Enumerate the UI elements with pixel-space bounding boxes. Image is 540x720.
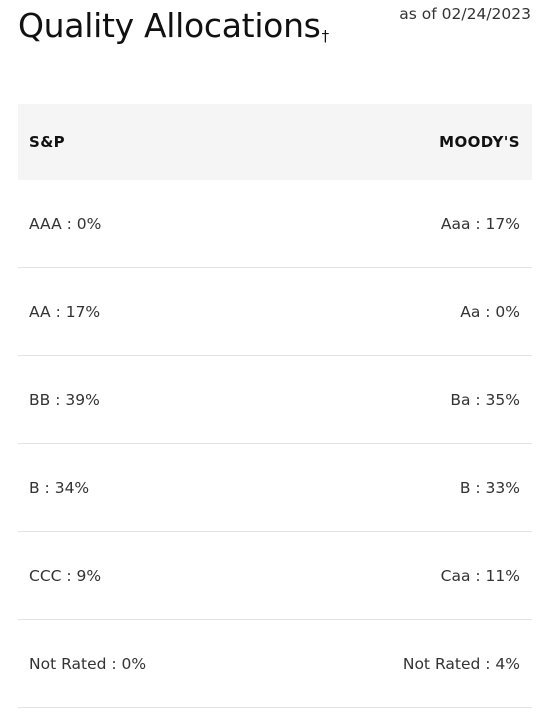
- column-header-moodys: MOODY'S: [439, 133, 520, 151]
- sp-rating-cell: Not Rated : 0%: [29, 654, 147, 673]
- moodys-rating-cell: Ba : 35%: [450, 390, 520, 409]
- table-row: Not Rated : 0% Not Rated : 4%: [18, 620, 532, 708]
- page-header: Quality Allocations† as of 02/24/2023: [0, 0, 540, 60]
- moodys-rating-cell: Aaa : 17%: [440, 214, 520, 233]
- table-row: CCC : 9% Caa : 11%: [18, 532, 532, 620]
- sp-rating-cell: BB : 39%: [29, 390, 100, 409]
- table-row: AA : 17% Aa : 0%: [18, 268, 532, 356]
- table-header-row: S&P MOODY'S: [18, 104, 532, 180]
- footnote-dagger-link[interactable]: †: [321, 27, 330, 45]
- moodys-rating-cell: B : 33%: [459, 478, 520, 497]
- table-row: B : 34% B : 33%: [18, 444, 532, 532]
- sp-rating-cell: B : 34%: [29, 478, 90, 497]
- quality-allocations-table: S&P MOODY'S AAA : 0% Aaa : 17% AA : 17% …: [18, 104, 532, 708]
- moodys-rating-cell: Caa : 11%: [440, 566, 520, 585]
- page-title: Quality Allocations†: [18, 4, 329, 54]
- column-header-sp: S&P: [29, 133, 66, 151]
- sp-rating-cell: AA : 17%: [29, 302, 101, 321]
- moodys-rating-cell: Not Rated : 4%: [402, 654, 520, 673]
- moodys-rating-cell: Aa : 0%: [460, 302, 520, 321]
- table-row: BB : 39% Ba : 35%: [18, 356, 532, 444]
- sp-rating-cell: AAA : 0%: [29, 214, 102, 233]
- as-of-date: as of 02/24/2023: [399, 5, 531, 23]
- page-title-text: Quality Allocations: [18, 6, 321, 45]
- table-row: AAA : 0% Aaa : 17%: [18, 180, 532, 268]
- sp-rating-cell: CCC : 9%: [29, 566, 102, 585]
